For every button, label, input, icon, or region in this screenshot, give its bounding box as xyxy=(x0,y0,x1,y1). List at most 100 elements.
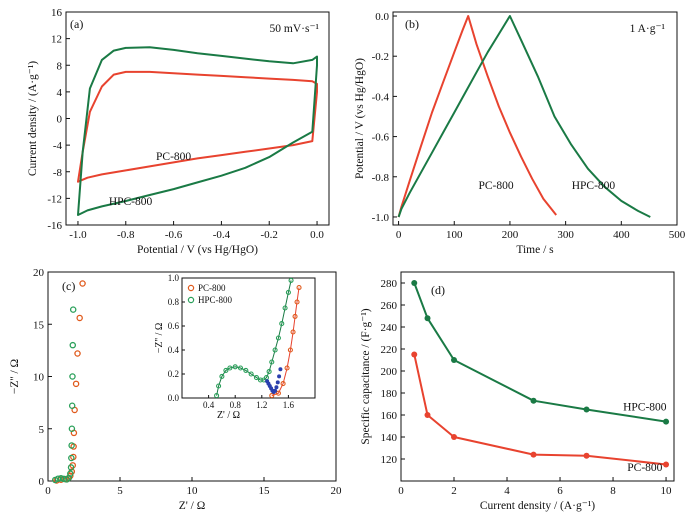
inset-point-blue xyxy=(278,367,283,372)
panel-letter: (c) xyxy=(62,279,75,293)
inset-point-pc xyxy=(284,365,290,371)
y-tick-label: 0 xyxy=(39,476,45,488)
panel-letter: (d) xyxy=(431,283,445,297)
inset-y-tick-label: 0.0 xyxy=(168,393,180,403)
data-point-hpc-800 xyxy=(424,315,431,322)
x-tick-label: 200 xyxy=(502,229,519,241)
x-tick-label: 6 xyxy=(557,485,563,497)
y-tick-label: -8 xyxy=(53,167,63,179)
data-point-hpc-800 xyxy=(69,341,77,349)
inset-x-tick-label: 0.4 xyxy=(203,400,215,410)
data-point-hpc-800 xyxy=(451,357,458,363)
data-point-hpc-800 xyxy=(68,425,76,432)
data-point-pc-800 xyxy=(74,350,81,357)
plot-frame xyxy=(392,11,678,226)
panel-1: -1.0 -0.8 -0.6 -0.4 -0.2 0.0 -16 -12 -8 -4 0 4 8 12 16… xyxy=(27,7,330,256)
y-tick-label: 16 xyxy=(51,7,63,19)
y-tick-label: 15 xyxy=(33,319,45,331)
y-tick-label: 260 xyxy=(381,300,398,312)
inset-point-hpc xyxy=(223,367,229,373)
x-tick-label: 15 xyxy=(259,485,271,497)
y-tick-label: -12 xyxy=(47,193,62,205)
x-tick-label: 5 xyxy=(117,485,123,497)
inset-point-blue xyxy=(275,380,280,385)
x-tick-label: 8 xyxy=(610,485,616,497)
series-line-hpc-800 xyxy=(413,282,667,423)
data-point-pc-800 xyxy=(411,351,418,358)
inset-plot: 0.4 0.8 1.2 1.6 0.0 0.2 0.4 0.6 0.8 1.0 Z' / Ω −Z''… xyxy=(154,273,316,421)
x-axis-label: Current density / (A·g⁻¹) xyxy=(480,500,595,512)
y-tick-label: -0.8 xyxy=(372,172,390,184)
x-tick-label: -0.2 xyxy=(261,229,278,241)
y-axis-label: Specific capacitance / (F·g⁻¹) xyxy=(360,308,372,444)
data-point-pc-800 xyxy=(424,412,431,418)
inset-x-axis-label: Z' / Ω xyxy=(217,410,240,421)
condition-annotation: 50 mV·s⁻¹ xyxy=(270,23,320,35)
data-point-pc-800 xyxy=(76,314,83,322)
inset-y-tick-label: 0.2 xyxy=(168,369,179,379)
y-tick-label: -0.6 xyxy=(372,132,390,144)
inset-point-pc xyxy=(275,390,281,396)
data-point-pc-800 xyxy=(583,452,590,459)
inset-point-hpc xyxy=(216,383,222,389)
inset-point-hpc xyxy=(227,365,233,371)
inset-point-hpc xyxy=(269,359,275,365)
inset-y-tick-label: 0.4 xyxy=(168,345,180,355)
x-axis-label: Z' / Ω xyxy=(179,500,206,512)
panel-letter: (a) xyxy=(70,17,83,31)
inset-point-pc xyxy=(269,393,275,399)
y-tick-label: -1.0 xyxy=(372,212,390,224)
x-tick-label: 10 xyxy=(187,485,199,497)
x-axis-label: Time / s xyxy=(516,244,554,256)
y-tick-label: 160 xyxy=(381,410,398,422)
inset-fit-pc xyxy=(271,287,300,397)
x-tick-label: 4 xyxy=(504,485,510,497)
y-axis-label: −Z'' / Ω xyxy=(9,359,21,394)
x-tick-label: -0.4 xyxy=(213,229,231,241)
y-tick-label: -16 xyxy=(47,220,62,232)
inset-y-tick-label: 0.6 xyxy=(168,321,180,331)
inset-point-hpc xyxy=(257,377,264,383)
data-point-hpc-800 xyxy=(67,464,75,471)
y-axis-label: Potential / V (vs Hg/HgO) xyxy=(354,58,366,179)
inset-point-hpc xyxy=(248,371,254,377)
legend-label-pc: PC-800 xyxy=(198,283,226,293)
series-label: HPC-800 xyxy=(109,196,153,208)
inset-x-tick-label: 0.8 xyxy=(230,400,242,410)
x-tick-label: 2 xyxy=(451,485,457,497)
inset-point-hpc xyxy=(214,393,220,399)
inset-point-hpc xyxy=(279,321,285,327)
y-tick-label: -4 xyxy=(53,140,63,152)
x-tick-label: 500 xyxy=(669,229,686,241)
data-point-hpc-800 xyxy=(68,454,75,462)
inset-point-hpc xyxy=(243,367,249,373)
data-point-hpc-800 xyxy=(67,470,74,477)
inset-point-pc xyxy=(280,381,286,387)
y-tick-label: 8 xyxy=(57,60,63,72)
y-tick-label: 140 xyxy=(381,432,398,444)
data-point-hpc-800 xyxy=(69,373,76,380)
legend-label-hpc: HPC-800 xyxy=(198,295,233,305)
data-point-pc-800 xyxy=(79,280,86,287)
series-label: PC-800 xyxy=(627,462,662,474)
y-tick-label: 20 xyxy=(33,267,45,279)
y-tick-label: 4 xyxy=(57,87,63,99)
inset-point-blue xyxy=(274,385,279,390)
x-tick-label: -1.0 xyxy=(69,229,87,241)
x-tick-label: 400 xyxy=(613,229,630,241)
y-tick-label: 12 xyxy=(51,34,62,46)
x-tick-label: 20 xyxy=(331,485,343,497)
inset-point-pc xyxy=(296,285,302,291)
inset-point-hpc xyxy=(285,289,291,295)
y-tick-label: 180 xyxy=(381,388,398,400)
inset-point-hpc xyxy=(282,305,288,311)
plot-frame xyxy=(65,11,330,226)
data-point-hpc-800 xyxy=(530,397,537,404)
inset-legend: PC-800 HPC-800 xyxy=(187,283,233,305)
inset-point-hpc xyxy=(288,277,294,283)
x-axis-label: Potential / V (vs Hg/HgO) xyxy=(137,244,258,256)
series-label: PC-800 xyxy=(478,180,513,192)
data-point-pc-800 xyxy=(663,461,670,468)
x-tick-label: -0.8 xyxy=(117,229,135,241)
data-point-hpc-800 xyxy=(583,406,590,413)
